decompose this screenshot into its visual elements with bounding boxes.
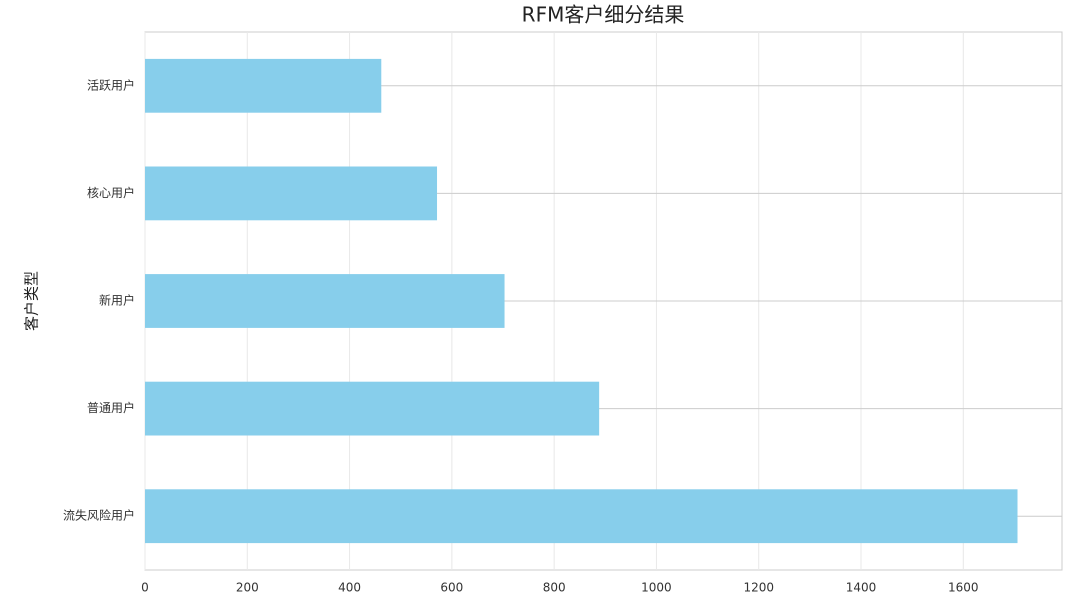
bar bbox=[145, 381, 600, 436]
bar bbox=[145, 58, 382, 113]
bar bbox=[145, 274, 505, 328]
x-tick-label: 0 bbox=[141, 581, 149, 595]
x-tick-label: 600 bbox=[440, 581, 463, 595]
bar bbox=[145, 166, 438, 221]
x-tick-label: 1200 bbox=[743, 581, 774, 595]
bar bbox=[145, 489, 1018, 544]
chart-title: RFM客户细分结果 bbox=[522, 3, 685, 27]
y-tick-label: 活跃用户 bbox=[87, 77, 135, 92]
x-tick-label: 1000 bbox=[641, 581, 672, 595]
x-tick-label: 1600 bbox=[948, 581, 979, 595]
y-tick-label: 普通用户 bbox=[87, 400, 135, 415]
y-tick-label: 新用户 bbox=[99, 293, 135, 308]
y-tick-label: 核心用户 bbox=[87, 185, 135, 200]
x-tick-label: 800 bbox=[543, 581, 566, 595]
y-axis-label: 客户类型 bbox=[23, 271, 41, 331]
x-tick-label: 400 bbox=[338, 581, 361, 595]
y-tick-label: 流失风险用户 bbox=[63, 508, 135, 523]
x-tick-label: 200 bbox=[236, 581, 259, 595]
x-tick-label: 1400 bbox=[846, 581, 877, 595]
